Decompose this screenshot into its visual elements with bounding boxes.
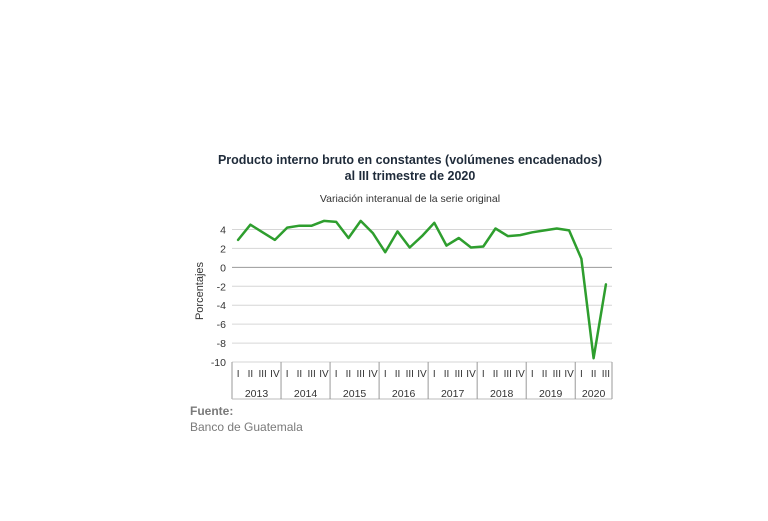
x-quarter-label: I	[335, 369, 338, 380]
y-tick-label: -4	[217, 300, 226, 312]
y-tick-label: -6	[217, 319, 226, 331]
x-quarter-label: I	[384, 369, 387, 380]
y-tick-label: 2	[220, 243, 226, 255]
x-quarter-label: III	[553, 369, 561, 380]
x-quarter-label: II	[297, 369, 303, 380]
x-quarter-label: II	[346, 369, 352, 380]
x-quarter-label: III	[308, 369, 316, 380]
y-axis-ticks: 4 2 0 -2 -4 -6 -8 -10	[211, 224, 226, 369]
x-quarter-label: IV	[368, 369, 378, 380]
x-year-label: 2016	[392, 388, 416, 400]
x-quarter-label: IV	[564, 369, 574, 380]
source-value: Banco de Guatemala	[190, 420, 303, 434]
x-quarter-label: II	[591, 369, 597, 380]
y-tick-label: -2	[217, 281, 226, 293]
x-quarter-label: III	[455, 369, 463, 380]
x-quarter-label: III	[504, 369, 512, 380]
x-quarter-label: IV	[466, 369, 476, 380]
grid-lines	[232, 228, 612, 363]
chart-subtitle: Variación interanual de la serie origina…	[319, 193, 501, 205]
y-tick-label: 0	[220, 262, 226, 274]
x-year-label: 2018	[490, 388, 514, 400]
x-year-label: 2015	[343, 388, 367, 400]
x-quarter-label: III	[357, 369, 365, 380]
x-quarter-label: I	[433, 369, 436, 380]
x-year-label: 2017	[441, 388, 465, 400]
source-label: Fuente:	[190, 404, 234, 418]
y-axis-label: Porcentajes	[194, 261, 206, 320]
chart-title-line1: Producto interno bruto en constantes (vo…	[217, 153, 603, 167]
x-quarter-label: I	[237, 369, 240, 380]
y-tick-label: -8	[217, 338, 226, 350]
x-quarter-label: IV	[417, 369, 427, 380]
x-quarter-label: II	[542, 369, 548, 380]
x-year-label: 2014	[294, 388, 318, 400]
x-quarter-label: III	[602, 369, 610, 380]
x-quarter-label: I	[482, 369, 485, 380]
x-quarter-label: II	[493, 369, 499, 380]
series-group	[236, 219, 608, 360]
x-quarter-label: II	[395, 369, 401, 380]
x-quarter-label: II	[248, 369, 254, 380]
x-quarter-label: III	[406, 369, 414, 380]
x-quarter-label: III	[258, 369, 266, 380]
chart-title-line2: al III trimestre de 2020	[344, 169, 476, 183]
chart-title: Producto interno bruto en constantes (vo…	[190, 152, 630, 184]
x-year-label: 2020	[582, 388, 606, 400]
x-quarter-label: IV	[270, 369, 280, 380]
x-quarter-label: I	[531, 369, 534, 380]
x-quarter-label: II	[444, 369, 450, 380]
x-quarter-label: IV	[319, 369, 329, 380]
y-tick-label: -10	[211, 357, 226, 369]
x-quarter-label: I	[286, 369, 289, 380]
x-year-label: 2013	[245, 388, 269, 400]
x-quarter-label: I	[580, 369, 583, 380]
y-tick-label: 4	[220, 224, 226, 236]
series-line	[236, 219, 608, 360]
x-quarter-label: IV	[515, 369, 525, 380]
x-year-label: 2019	[539, 388, 563, 400]
